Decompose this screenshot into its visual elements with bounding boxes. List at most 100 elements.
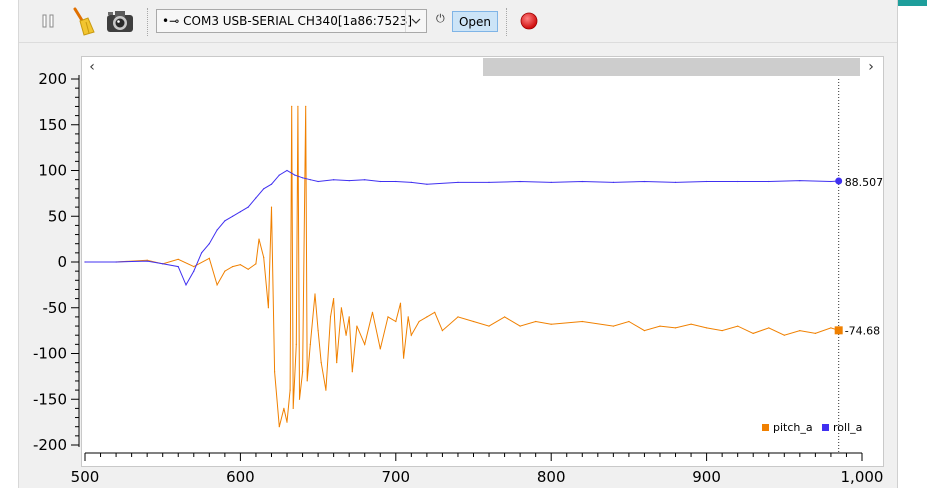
y-tick-label: 50 — [48, 207, 67, 225]
data-point-roll_a — [519, 180, 521, 183]
data-point-pitch_a — [441, 330, 443, 332]
data-point-roll_a — [302, 177, 304, 179]
roll-value-label: 88.507 — [845, 176, 884, 189]
data-point-roll_a — [177, 266, 179, 268]
data-point-pitch_a — [706, 327, 708, 329]
broom-icon — [73, 7, 95, 36]
y-tick-label: 200 — [38, 70, 67, 88]
data-point-roll_a — [550, 181, 552, 183]
data-point-roll_a — [278, 174, 280, 176]
serial-plotter-window: •⊸ COM3 USB-SERIAL CH340[1a86:7523] ⏻ Op… — [18, 0, 898, 488]
data-point-pitch_a — [247, 268, 249, 270]
background-edge — [896, 6, 927, 488]
pause-button[interactable] — [33, 6, 63, 36]
pitch-value-label: -74.68 — [845, 324, 880, 337]
y-tick-label: -50 — [43, 299, 68, 317]
data-point-pitch_a — [581, 320, 583, 323]
chart-overlay: 88.507 -74.68 pitch_a roll_a — [762, 79, 883, 453]
data-point-pitch_a — [690, 323, 692, 325]
legend-label-pitch: pitch_a — [773, 421, 813, 434]
data-point-pitch_a — [612, 325, 615, 327]
data-point-pitch_a — [208, 257, 210, 259]
data-point-roll_a — [270, 183, 273, 185]
data-point-roll_a — [830, 180, 832, 183]
data-point-pitch_a — [302, 371, 304, 373]
data-point-roll_a — [737, 180, 739, 183]
data-point-pitch_a — [768, 327, 770, 329]
data-point-roll_a — [379, 180, 381, 183]
data-point-pitch_a — [314, 293, 316, 295]
data-point-pitch_a — [289, 389, 291, 391]
data-point-pitch_a — [783, 334, 785, 336]
clear-button[interactable] — [68, 6, 98, 36]
data-point-pitch_a — [407, 316, 409, 318]
x-tick-label: 900 — [692, 468, 721, 486]
usb-icon: •⊸ — [162, 14, 180, 28]
data-point-pitch_a — [295, 343, 297, 345]
data-point-pitch_a — [333, 298, 335, 300]
data-point-pitch_a — [177, 258, 179, 260]
data-point-roll_a — [768, 180, 770, 183]
data-point-roll_a — [674, 181, 677, 183]
scrollbar-thumb[interactable] — [483, 58, 860, 76]
data-point-roll_a — [208, 243, 210, 245]
data-point-pitch_a — [340, 307, 342, 309]
x-tick-label: 500 — [71, 468, 100, 486]
y-tick-label: -100 — [33, 345, 67, 363]
data-point-pitch_a — [283, 407, 285, 409]
toolbar: •⊸ COM3 USB-SERIAL CH340[1a86:7523] ⏻ Op… — [19, 0, 897, 43]
data-point-pitch_a — [387, 316, 389, 318]
data-point-pitch_a — [291, 105, 293, 107]
camera-icon — [107, 11, 133, 32]
scroll-left-icon[interactable]: ‹ — [89, 59, 95, 75]
data-point-roll_a — [612, 181, 615, 183]
roll-marker — [835, 177, 843, 185]
y-tick-label: 0 — [57, 253, 67, 271]
chevron-down-icon[interactable] — [405, 10, 426, 32]
data-point-pitch_a — [356, 325, 358, 327]
data-point-pitch_a — [224, 270, 226, 272]
series-line-roll_a — [85, 169, 839, 287]
background-accent-bar — [896, 0, 927, 6]
data-point-pitch_a — [643, 330, 646, 332]
data-point-pitch_a — [297, 105, 299, 107]
port-select[interactable]: •⊸ COM3 USB-SERIAL CH340[1a86:7523] — [156, 9, 427, 33]
plot-area — [81, 56, 884, 467]
data-point-roll_a — [263, 188, 265, 190]
data-point-roll_a — [581, 180, 583, 183]
data-point-pitch_a — [298, 398, 301, 400]
data-point-roll_a — [216, 229, 218, 231]
data-point-pitch_a — [814, 332, 817, 334]
data-point-pitch_a — [305, 105, 307, 107]
data-point-pitch_a — [752, 332, 754, 334]
data-point-pitch_a — [146, 259, 148, 261]
data-point-pitch_a — [255, 263, 257, 265]
data-point-roll_a — [294, 174, 296, 176]
data-point-roll_a — [239, 211, 241, 213]
data-point-roll_a — [348, 180, 350, 182]
data-point-roll_a — [706, 180, 708, 183]
x-tick-label: 1,000 — [841, 468, 884, 486]
data-point-pitch_a — [659, 325, 661, 327]
screenshot-button[interactable] — [105, 6, 135, 36]
legend-label-roll: roll_a — [833, 421, 862, 434]
pause-icon — [42, 14, 54, 28]
data-point-roll_a — [643, 180, 646, 183]
data-point-pitch_a — [239, 264, 241, 266]
data-point-pitch_a — [830, 327, 832, 329]
data-point-roll_a — [410, 181, 412, 183]
record-button[interactable] — [514, 6, 544, 36]
data-point-pitch_a — [457, 316, 459, 318]
data-point-pitch_a — [550, 323, 552, 325]
data-point-pitch_a — [193, 266, 195, 268]
data-point-pitch_a — [799, 330, 801, 332]
data-point-pitch_a — [270, 206, 273, 208]
data-point-pitch_a — [628, 320, 630, 323]
data-point-roll_a — [799, 180, 801, 182]
data-point-pitch_a — [364, 343, 366, 345]
scroll-right-icon[interactable]: › — [868, 59, 874, 75]
data-point-pitch_a — [232, 266, 234, 268]
open-button[interactable]: Open — [452, 11, 498, 32]
x-tick-label: 800 — [537, 468, 566, 486]
